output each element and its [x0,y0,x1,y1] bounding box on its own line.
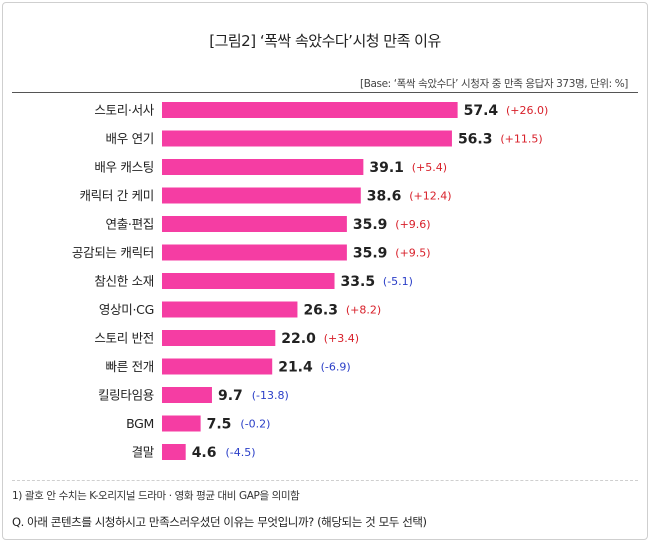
value-label: 21.4 [278,360,313,376]
gap-label: (-4.5) [225,446,255,459]
value-label: 35.9 [353,217,388,233]
value-label: 26.3 [303,303,338,319]
gap-label: (-5.1) [383,275,413,288]
value-label: 33.5 [341,274,376,290]
bar [162,187,361,204]
value-label: 22.0 [281,331,316,347]
category-label: 빠른 전개 [106,359,154,374]
category-label: 스토리·서사 [94,103,154,118]
value-label: 57.4 [464,103,499,119]
category-label: 배우 연기 [106,131,154,146]
gap-label: (+3.4) [324,332,359,345]
gap-label: (+12.4) [409,190,451,203]
category-label: 캐릭터 간 케미 [79,188,154,203]
value-label: 9.7 [218,388,243,404]
value-label: 35.9 [353,246,388,262]
base-note: [Base: ‘폭싹 속았수다’ 시청자 중 만족 응답자 373명, 단위: … [360,78,628,90]
category-label: 배우 캐스팅 [94,160,154,175]
bar [162,301,298,318]
gap-label: (-13.8) [252,389,289,402]
survey-question: Q. 아래 콘텐츠를 시청하시고 만족스러우셨던 이유는 무엇입니까? (해당되… [12,515,427,529]
bar [162,244,347,261]
chart-title: [그림2] ‘폭싹 속았수다’시청 만족 이유 [209,32,441,50]
gap-label: (+9.5) [395,247,430,260]
bottom-rule [12,480,638,481]
gap-label: (+8.2) [346,304,381,317]
gap-label: (+11.5) [500,133,542,146]
category-label: 영상미·CG [99,302,154,317]
category-label: 공감되는 캐릭터 [72,245,154,260]
category-label: 킬링타임용 [98,388,154,403]
gap-label: (+5.4) [412,161,447,174]
bar [162,415,201,432]
value-label: 39.1 [369,160,404,176]
bar [162,130,452,147]
category-label: 스토리 반전 [94,331,154,346]
gap-label: (-0.2) [240,418,270,431]
top-rule [12,92,638,93]
category-label: 연출·편집 [106,217,154,232]
bar [162,387,212,403]
category-label: 결말 [132,445,155,460]
category-label: BGM [126,416,154,431]
bar [162,444,186,460]
bar [162,159,364,175]
gap-label: (-6.9) [321,361,351,374]
bar [162,102,458,118]
bar [162,273,335,289]
value-label: 38.6 [367,189,402,205]
bar [162,358,273,375]
bar [162,330,276,346]
footnote: 1) 괄호 안 수치는 K-오리지널 드라마 · 영화 평균 대비 GAP을 의… [12,490,300,502]
value-label: 56.3 [458,132,493,148]
category-label: 참신한 소재 [94,274,154,289]
value-label: 7.5 [207,417,232,433]
value-label: 4.6 [192,445,217,461]
gap-label: (+26.0) [506,104,548,117]
gap-label: (+9.6) [395,218,430,231]
bar [162,216,347,232]
